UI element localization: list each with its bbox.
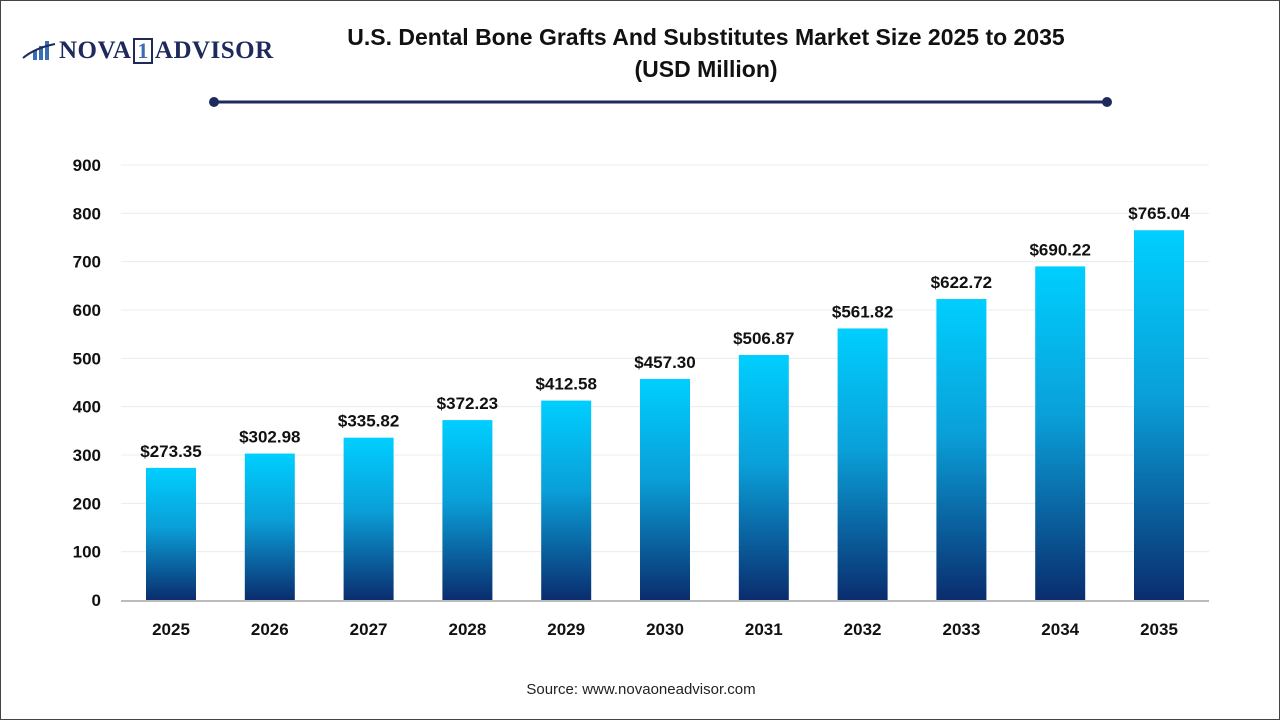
x-tick-label: 2026 [251, 620, 289, 639]
bar-2028 [442, 420, 493, 600]
logo-text-one: 1 [133, 38, 153, 64]
bar-2034 [1035, 266, 1086, 600]
logo-text-advisor: ADVISOR [154, 37, 274, 64]
logo-text-nova: NOVA [59, 37, 132, 64]
data-label: $273.35 [140, 442, 201, 461]
chart-title: U.S. Dental Bone Grafts And Substitutes … [301, 21, 1111, 85]
data-label: $622.72 [931, 273, 992, 292]
nova-advisor-logo: NOVA 1 ADVISOR [21, 37, 274, 65]
y-tick-label: 200 [73, 494, 101, 513]
bar-2029 [541, 400, 592, 600]
data-label: $302.98 [239, 428, 300, 447]
data-label: $690.22 [1029, 240, 1090, 259]
x-tick-label: 2033 [942, 620, 980, 639]
data-label: $457.30 [634, 353, 695, 372]
y-tick-label: 600 [73, 301, 101, 320]
y-tick-label: 400 [73, 398, 101, 417]
x-tick-label: 2025 [152, 620, 190, 639]
data-label: $561.82 [832, 302, 893, 321]
data-label: $335.82 [338, 412, 399, 431]
bar-2025 [146, 467, 196, 600]
y-tick-label: 700 [73, 253, 101, 272]
bar-2033 [936, 299, 987, 600]
y-tick-label: 900 [73, 156, 101, 175]
x-tick-label: 2035 [1140, 620, 1178, 639]
y-tick-label: 500 [73, 349, 101, 368]
bar-2026 [244, 453, 295, 600]
y-tick-label: 300 [73, 446, 101, 465]
data-label: $506.87 [733, 329, 794, 348]
y-tick-label: 100 [73, 543, 101, 562]
data-label: $372.23 [437, 394, 498, 413]
title-underline-dot-right [1102, 97, 1112, 107]
bar-2032 [837, 328, 888, 600]
bar-chart-logo-icon [22, 41, 56, 60]
source-note: Source: www.novaoneadvisor.com [526, 681, 756, 698]
x-tick-label: 2030 [646, 620, 684, 639]
x-tick-label: 2027 [350, 620, 388, 639]
data-label: $412.58 [535, 375, 596, 394]
x-tick-label: 2032 [844, 620, 882, 639]
y-tick-label: 800 [73, 204, 101, 223]
x-tick-label: 2034 [1041, 620, 1079, 639]
title-underline-dot-left [209, 97, 219, 107]
chart-title-line2: (USD Million) [634, 56, 778, 82]
x-tick-label: 2031 [745, 620, 783, 639]
x-tick-label: 2029 [547, 620, 585, 639]
bar-2031 [738, 355, 789, 600]
data-label: $765.04 [1128, 204, 1190, 223]
bar-2035 [1134, 230, 1184, 601]
chart-title-line1: U.S. Dental Bone Grafts And Substitutes … [347, 24, 1065, 50]
x-tick-label: 2028 [448, 620, 486, 639]
bar-2027 [343, 437, 394, 600]
bar-2030 [640, 378, 690, 600]
y-tick-label: 0 [92, 591, 101, 610]
